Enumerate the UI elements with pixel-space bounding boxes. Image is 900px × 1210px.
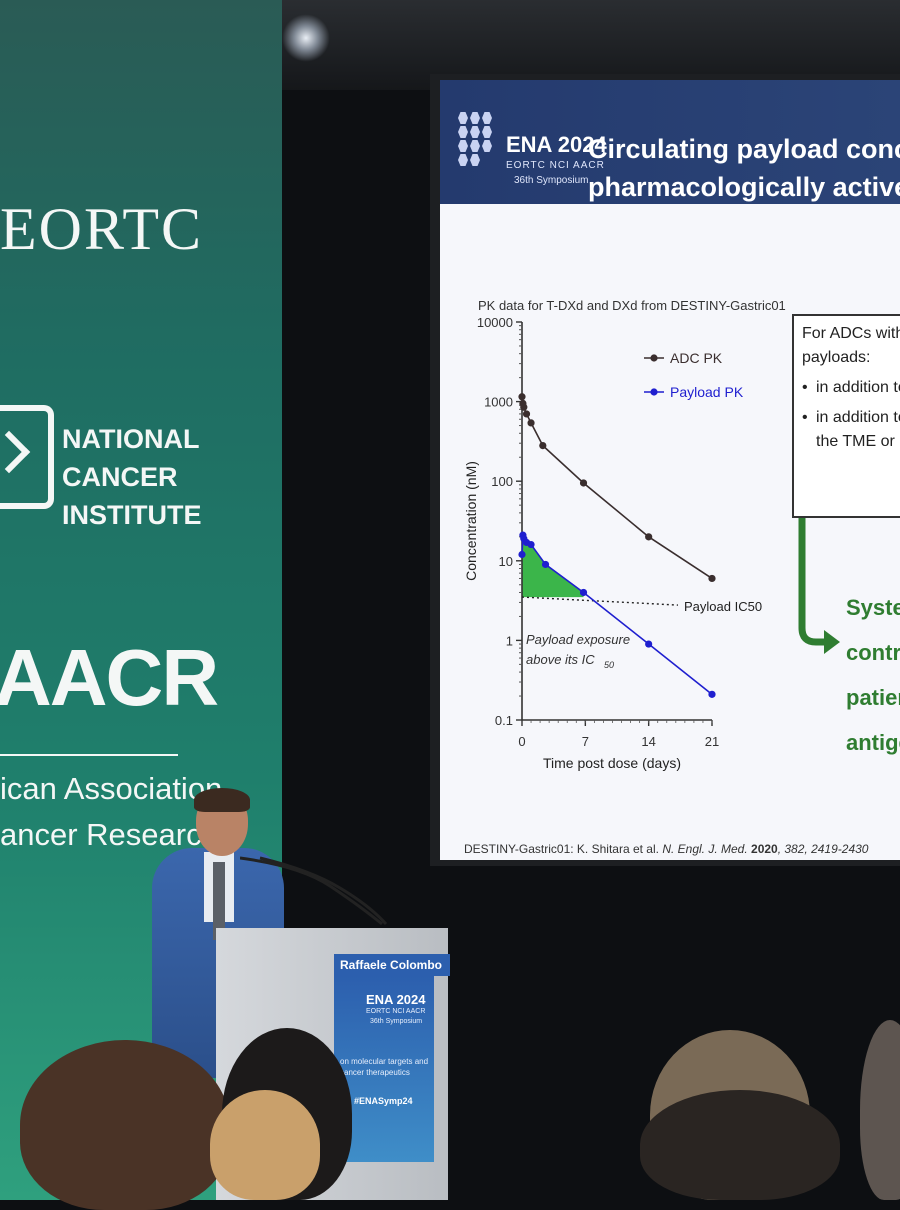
ena-logo-orgs: EORTC NCI AACR xyxy=(506,160,605,171)
pk-chart: 0.1 1 10 100 1000 10000 0 7 14 21 Time post dose (… xyxy=(463,315,762,771)
nci-logo-text: NATIONAL CANCER INSTITUTE xyxy=(62,420,202,534)
podium-ena-title: ENA 2024 xyxy=(366,992,426,1007)
adc-pk-point xyxy=(645,533,653,541)
adc-pk-point xyxy=(527,419,535,427)
y-tick-label: 10000 xyxy=(477,315,513,330)
legend-label: Payload PK xyxy=(670,384,744,400)
x-tick-label: 7 xyxy=(582,734,589,749)
nci-logo-icon xyxy=(0,405,54,509)
y-axis-label: Concentration (nM) xyxy=(463,461,479,581)
speaker-hair xyxy=(194,788,250,812)
podium-ena-orgs: EORTC NCI AACR xyxy=(366,1008,426,1015)
x-axis-label: Time post dose (days) xyxy=(543,755,681,771)
exposure-annotation-subscript: 50 xyxy=(604,660,614,670)
podium-ena-symposium: 36th Symposium xyxy=(370,1018,423,1025)
aacr-logo-text: AACR xyxy=(0,633,219,722)
y-tick-label: 1 xyxy=(506,633,513,648)
presentation-slide: ENA 2024 EORTC NCI AACR 36th Symposium C… xyxy=(440,80,900,860)
payload-pk-point xyxy=(645,640,653,648)
legend-label: ADC PK xyxy=(670,350,723,366)
ic50-threshold-line xyxy=(521,596,679,606)
pk-caption: PK data for T-DXd and DXd from DESTINY-G… xyxy=(478,298,786,313)
adc-pk-point xyxy=(579,479,588,487)
ena-logo-symposium: 36th Symposium xyxy=(514,175,589,186)
ic50-label: Payload IC50 xyxy=(684,599,762,614)
y-tick-label: 0.1 xyxy=(495,713,513,728)
conclusion-line: System xyxy=(846,595,900,620)
adc-pk-point xyxy=(518,393,526,401)
nci-line: NATIONAL xyxy=(62,424,200,454)
y-tick-label: 10 xyxy=(499,554,513,569)
green-arrow-icon xyxy=(798,518,840,654)
adc-pk-point xyxy=(539,442,547,450)
nci-line: INSTITUTE xyxy=(62,500,202,530)
eortc-logo-text: EORTC xyxy=(0,196,204,262)
podium-name-plate: Raffaele Colombo xyxy=(334,954,450,976)
spotlight xyxy=(282,14,330,62)
payload-pk-point xyxy=(708,690,716,698)
payload-pk-point xyxy=(579,588,588,597)
ena-logo-title: ENA 2024 xyxy=(506,132,607,157)
slide-title: Circulating payload concentration pharma… xyxy=(588,130,900,206)
box-bullet: in addition to xyxy=(802,376,900,400)
adc-pk-point xyxy=(708,574,716,583)
aacr-subtitle: ican Association ancer Research xyxy=(0,766,222,858)
audience-head xyxy=(210,1090,320,1200)
audience-head xyxy=(20,1040,230,1210)
aacr-divider xyxy=(0,754,178,756)
nci-line: CANCER xyxy=(62,462,178,492)
legend-marker xyxy=(650,354,658,362)
slide-reference: DESTINY-Gastric01: K. Shitara et al. N. … xyxy=(464,842,869,856)
x-tick-label: 14 xyxy=(641,734,655,749)
microphone-icon xyxy=(240,856,388,926)
adc-pk-line xyxy=(521,396,713,580)
payload-pk-point xyxy=(518,550,526,559)
exposure-annotation: above its IC xyxy=(526,652,595,667)
podium-tagline: on molecular targets and cancer therapeu… xyxy=(340,1057,429,1077)
slide-title-line: pharmacologically active levels in xyxy=(588,172,900,202)
conclusion-line: contrib xyxy=(846,640,900,665)
payload-pk-point xyxy=(541,560,550,569)
audience-head xyxy=(640,1090,840,1200)
exposure-annotation: Payload exposure xyxy=(526,632,630,647)
speaker-tie xyxy=(213,862,225,940)
slide-title-line: Circulating payload concentration xyxy=(588,134,900,164)
podium-hashtag: #ENASymp24 xyxy=(354,1096,413,1106)
aacr-line: ican Association xyxy=(0,771,223,806)
adc-pk-point xyxy=(520,403,528,411)
x-tick-label: 21 xyxy=(705,734,719,749)
conclusion-line: patient xyxy=(846,685,900,710)
podium-name-plate-text: Raffaele Colombo xyxy=(340,958,443,972)
x-tick-label: 0 xyxy=(518,734,525,749)
y-tick-label: 100 xyxy=(491,474,513,489)
audience-head xyxy=(860,1020,900,1200)
y-tick-label: 1000 xyxy=(484,395,513,410)
conclusion-text: System contrib patient antiger xyxy=(846,585,900,765)
adc-pk-point xyxy=(522,410,531,418)
bystander-note-box: For ADCs with byspayloads: in addition t… xyxy=(792,314,900,518)
payload-pk-point xyxy=(527,540,535,549)
box-line: For ADCs with byspayloads: xyxy=(802,325,900,366)
slide-header: ENA 2024 EORTC NCI AACR 36th Symposium C… xyxy=(440,80,900,204)
ena-hexagon-logo-icon xyxy=(458,112,498,172)
conclusion-line: antiger xyxy=(846,730,900,755)
legend-marker xyxy=(650,388,658,396)
aacr-line: ancer Research xyxy=(0,817,219,852)
